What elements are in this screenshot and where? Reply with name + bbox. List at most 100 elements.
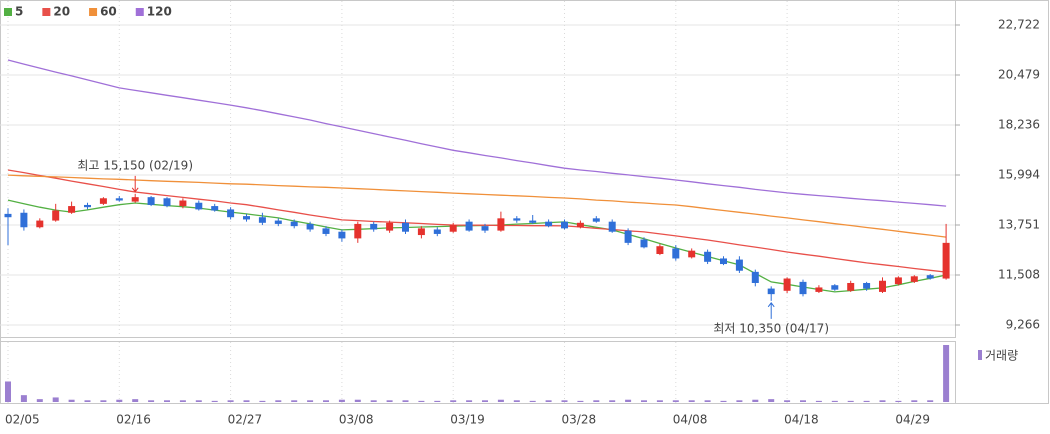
- candle-body: [290, 221, 298, 227]
- volume-bar: [307, 400, 314, 402]
- volume-bar: [497, 399, 504, 402]
- candle-body: [465, 221, 473, 231]
- candle-body: [99, 198, 107, 204]
- candle-body: [211, 206, 219, 211]
- candle-body: [417, 228, 425, 236]
- candle-body: [879, 280, 886, 292]
- legend-label: 5: [15, 5, 23, 19]
- volume-bar: [720, 400, 727, 402]
- x-tick-label: 02/27: [228, 413, 263, 427]
- y-tick-label: 13,751: [998, 218, 1040, 232]
- candle-body: [926, 275, 934, 279]
- volume-bar: [370, 400, 377, 402]
- volume-bar: [800, 400, 806, 402]
- volume-bar: [84, 400, 91, 402]
- volume-bar: [36, 399, 43, 402]
- candle-body: [402, 222, 409, 232]
- volume-bar: [879, 400, 886, 402]
- volume-panel: [0, 341, 956, 404]
- candle-body: [370, 223, 378, 230]
- volume-bar: [752, 399, 759, 402]
- x-tick-label: 04/29: [895, 413, 930, 427]
- candle-body: [52, 210, 60, 221]
- volume-bar: [911, 400, 918, 402]
- candle-body: [529, 220, 537, 223]
- y-tick-label: 9,266: [1006, 317, 1040, 331]
- legend-swatch: [42, 8, 51, 16]
- volume-bar: [895, 400, 902, 402]
- volume-legend-swatch: [978, 350, 982, 360]
- volume-bar: [688, 400, 695, 402]
- volume-bar: [577, 400, 584, 402]
- volume-bar: [323, 400, 329, 402]
- volume-bar: [227, 400, 234, 402]
- volume-bar: [132, 399, 139, 402]
- candle-body: [20, 212, 28, 228]
- volume-bar: [291, 400, 298, 402]
- y-tick-label: 18,236: [998, 118, 1040, 132]
- candle-body: [36, 220, 44, 228]
- volume-bar: [927, 400, 934, 402]
- legend-label: 120: [147, 5, 172, 19]
- x-tick-label: 02/16: [116, 413, 151, 427]
- y-tick-label: 15,994: [998, 167, 1040, 181]
- volume-bar: [243, 400, 250, 402]
- candle-body: [322, 228, 330, 234]
- volume-bar: [418, 400, 425, 402]
- volume-bar: [386, 400, 393, 402]
- candle-body: [640, 239, 648, 248]
- volume-bar: [179, 400, 186, 402]
- volume-bar: [513, 400, 520, 402]
- volume-bar: [402, 400, 409, 402]
- volume-bar: [943, 345, 950, 402]
- candle-body: [894, 277, 902, 285]
- x-tick-label: 03/28: [562, 413, 597, 427]
- candle-body: [481, 226, 489, 231]
- high-arrow: [131, 175, 139, 193]
- volume-bar: [148, 400, 155, 402]
- volume-bar: [625, 399, 632, 402]
- candle-body: [735, 259, 743, 271]
- volume-bar: [609, 400, 616, 402]
- candle-body: [433, 229, 441, 234]
- moving-average-line: [7, 174, 947, 238]
- candle-body: [195, 202, 203, 210]
- candle-body: [179, 200, 187, 207]
- volume-bar: [5, 381, 11, 402]
- volume-bar: [434, 400, 441, 402]
- volume-bar: [211, 400, 218, 402]
- volume-bar: [593, 400, 600, 402]
- candle-body: [863, 282, 871, 289]
- candle-body: [497, 218, 505, 231]
- candle-body: [576, 222, 584, 228]
- candle-body: [386, 222, 394, 231]
- candle-body: [751, 271, 759, 283]
- candle-body: [306, 223, 314, 230]
- x-tick-label: 04/18: [784, 413, 819, 427]
- candle-body: [227, 209, 235, 218]
- candle-body: [592, 218, 600, 222]
- volume-bar: [831, 400, 838, 402]
- volume-bar: [20, 395, 27, 402]
- candle-body: [4, 213, 12, 218]
- candle-body: [672, 248, 680, 259]
- volume-bar: [52, 397, 59, 402]
- volume-bar: [259, 400, 266, 402]
- candle-body: [258, 217, 266, 223]
- volume-bar: [529, 400, 536, 402]
- candle-body: [656, 246, 664, 255]
- volume-bar: [195, 400, 202, 402]
- candle-body: [704, 251, 712, 262]
- volume-bar: [815, 400, 822, 402]
- volume-bar: [863, 400, 870, 402]
- candle-body: [942, 242, 950, 279]
- volume-bar: [338, 399, 345, 402]
- candle-body: [513, 218, 521, 221]
- legend-label: 20: [53, 5, 70, 19]
- candle-body: [147, 197, 155, 205]
- candle-body: [783, 278, 791, 291]
- volume-bar: [450, 400, 457, 402]
- high-annotation: 최고 15,150 (02/19): [77, 158, 193, 172]
- volume-bar: [116, 399, 123, 402]
